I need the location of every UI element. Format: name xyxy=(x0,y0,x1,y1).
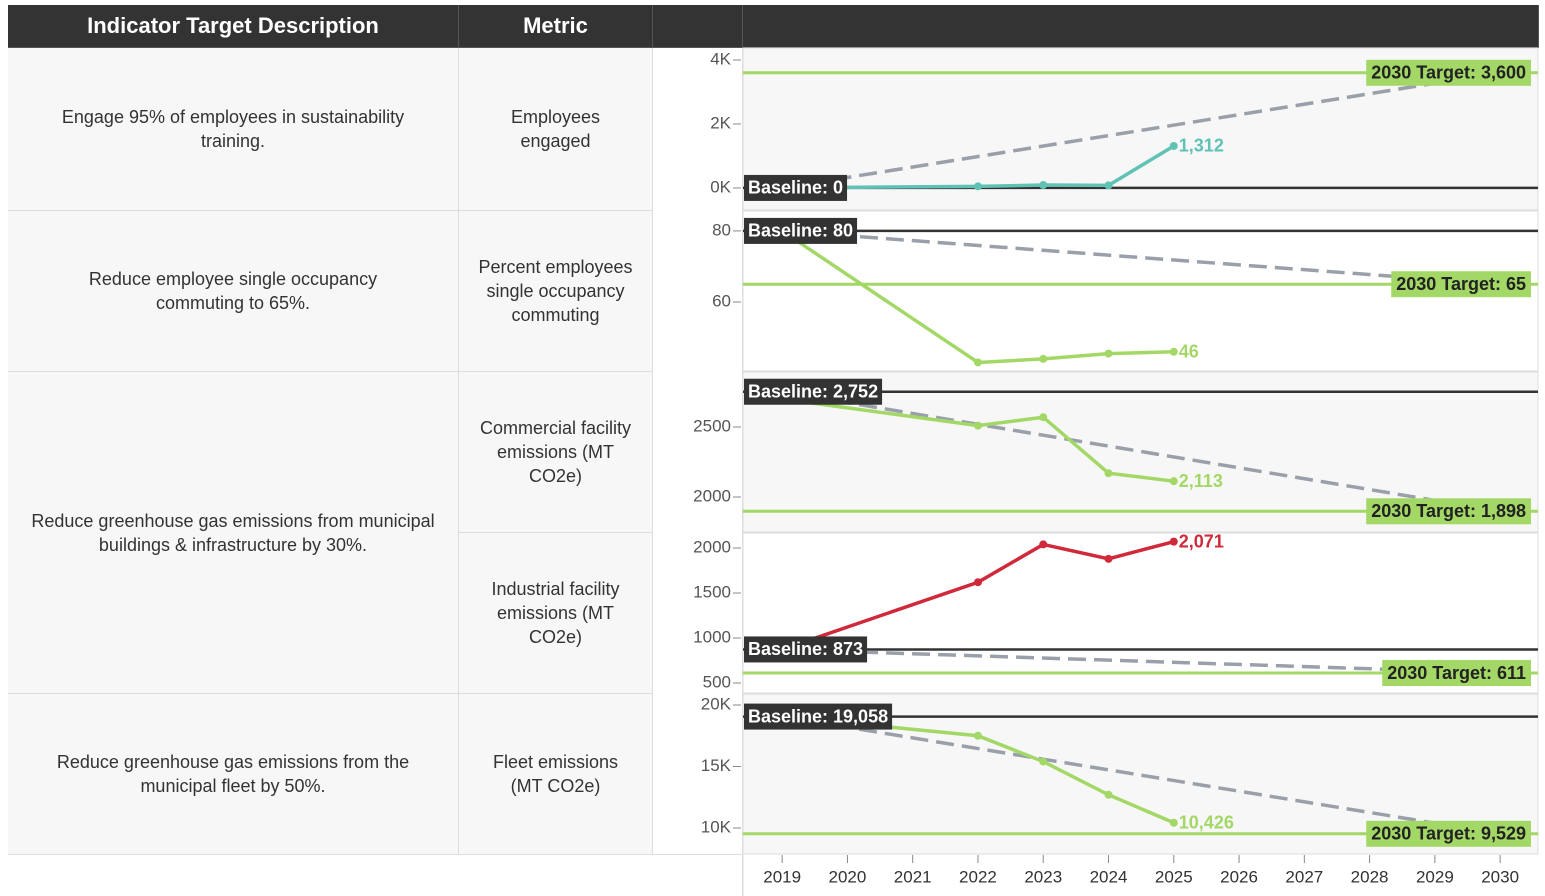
trend-line xyxy=(782,229,1501,286)
baseline-label: Baseline: 873 xyxy=(748,639,863,659)
x-tick-label: 2030 xyxy=(1481,867,1519,886)
value-label: 2,113 xyxy=(1179,471,1223,491)
point xyxy=(1104,349,1113,358)
point xyxy=(1039,757,1048,766)
point xyxy=(1039,413,1048,422)
point xyxy=(973,578,982,587)
target-box xyxy=(1366,820,1531,847)
description: Reduce employee single occupancy commuti… xyxy=(8,211,459,372)
point xyxy=(1104,181,1113,190)
point xyxy=(973,421,982,430)
description: Engage 95% of employees in sustainabilit… xyxy=(8,48,459,211)
y-tick-label: 4K xyxy=(710,49,731,68)
metric: Fleet emissions (MT CO2e) xyxy=(459,694,653,855)
header-axis xyxy=(653,5,743,48)
x-tick-label: 2028 xyxy=(1351,867,1389,886)
baseline-box xyxy=(744,217,858,244)
description: Reduce greenhouse gas emissions from the… xyxy=(8,694,459,855)
baseline-box xyxy=(744,174,848,201)
y-tick-label: 10K xyxy=(701,817,732,836)
baseline-box xyxy=(744,703,893,730)
metric: Employees engaged xyxy=(459,48,653,211)
baseline-label: Baseline: 80 xyxy=(748,221,853,241)
target-box xyxy=(1382,660,1531,687)
x-tick-label: 2023 xyxy=(1024,867,1062,886)
point xyxy=(1039,181,1048,190)
trend-line xyxy=(781,714,1501,836)
x-tick-label: 2029 xyxy=(1416,867,1454,886)
x-tick-label: 2020 xyxy=(829,867,867,886)
y-tick-label: 60 xyxy=(712,292,731,311)
y-tick-label: 1500 xyxy=(693,583,731,602)
point xyxy=(973,358,982,367)
header-metric: Metric xyxy=(459,5,653,48)
baseline-label: Baseline: 19,058 xyxy=(748,706,888,726)
target-box xyxy=(1366,59,1531,86)
y-tick-label: 500 xyxy=(703,672,731,691)
target-label: 2030 Target: 1,898 xyxy=(1371,501,1526,521)
point xyxy=(1104,554,1113,563)
x-tick-label: 2026 xyxy=(1220,867,1258,886)
target-label: 2030 Target: 611 xyxy=(1387,663,1526,683)
target-box xyxy=(1366,498,1531,525)
trend-line xyxy=(781,71,1501,190)
header-description: Indicator Target Description xyxy=(8,5,459,48)
plot xyxy=(743,71,1538,191)
y-tick-label: 2000 xyxy=(693,538,731,557)
point xyxy=(1039,540,1048,549)
metric: Percent employees single occupancy commu… xyxy=(459,211,653,372)
point xyxy=(1169,347,1178,356)
point xyxy=(973,182,982,191)
metric: Industrial facility emissions (MT CO2e) xyxy=(459,533,653,694)
x-tick-label: 2024 xyxy=(1090,867,1128,886)
description: Reduce greenhouse gas emissions from mun… xyxy=(8,372,459,694)
value-label: 10,426 xyxy=(1179,813,1234,833)
y-tick-label: 20K xyxy=(701,694,732,713)
value-label: 2,071 xyxy=(1179,531,1224,551)
x-tick-label: 2027 xyxy=(1285,867,1323,886)
point xyxy=(1104,790,1113,799)
trend-line xyxy=(782,647,1501,675)
y-tick-label: 80 xyxy=(712,220,731,239)
point xyxy=(973,731,982,740)
x-tick-label: 2022 xyxy=(959,867,997,886)
trend-line xyxy=(781,390,1501,514)
y-tick-label: 0K xyxy=(710,177,731,196)
point xyxy=(1169,477,1178,486)
y-tick-label: 2500 xyxy=(693,416,731,435)
value-label: 46 xyxy=(1179,342,1199,362)
target-label: 2030 Target: 9,529 xyxy=(1371,824,1526,844)
y-tick-label: 15K xyxy=(701,756,732,775)
point xyxy=(1039,354,1048,363)
y-tick-label: 1000 xyxy=(693,628,731,647)
baseline-label: Baseline: 2,752 xyxy=(748,381,878,401)
x-tick-label: 2021 xyxy=(894,867,932,886)
point xyxy=(1169,818,1178,827)
target-label: 2030 Target: 65 xyxy=(1396,274,1526,294)
point xyxy=(1169,537,1178,546)
point xyxy=(1104,469,1113,478)
x-tick-label: 2025 xyxy=(1155,867,1193,886)
target-label: 2030 Target: 3,600 xyxy=(1371,63,1526,83)
point xyxy=(1169,141,1178,150)
baseline-box xyxy=(744,378,883,405)
header-chart xyxy=(743,5,1539,48)
footer xyxy=(8,855,743,896)
y-tick-label: 2K xyxy=(710,113,731,132)
target-box xyxy=(1391,271,1531,298)
value-label: 1,312 xyxy=(1179,136,1224,156)
baseline-label: Baseline: 0 xyxy=(748,178,843,198)
x-tick-label: 2019 xyxy=(763,867,801,886)
metric: Commercial facility emissions (MT CO2e) xyxy=(459,372,653,533)
baseline-box xyxy=(744,636,868,663)
y-tick-label: 2000 xyxy=(693,486,731,505)
